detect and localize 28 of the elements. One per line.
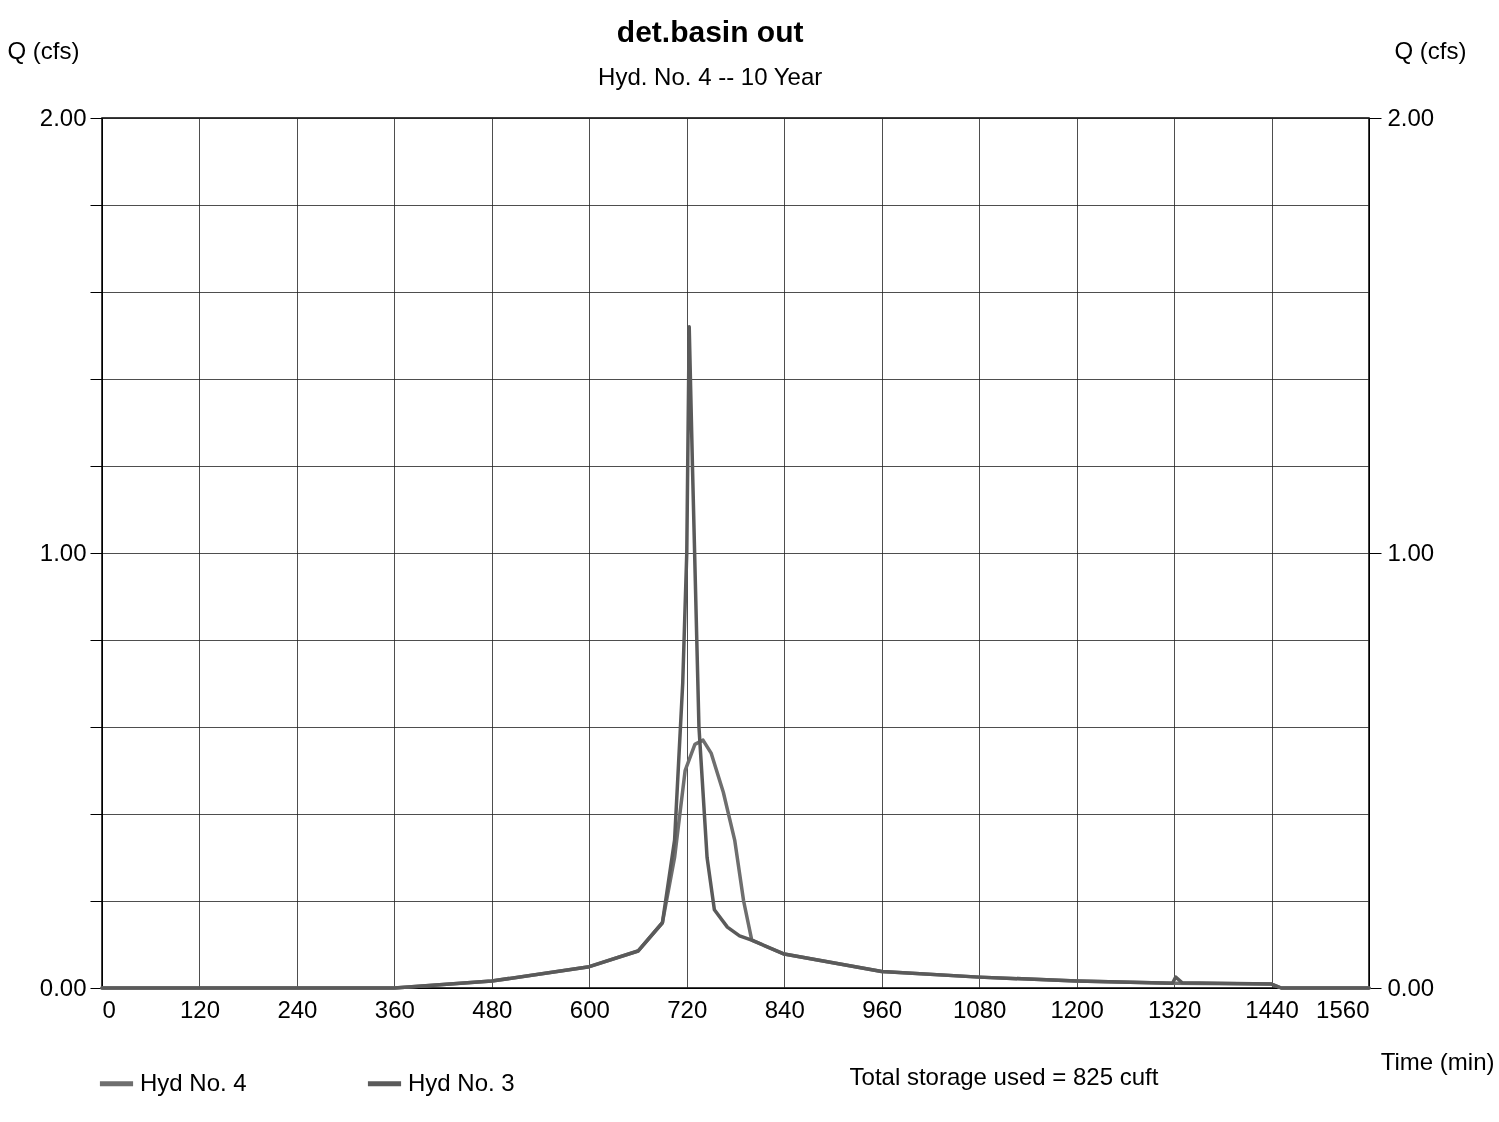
y-axis-title: Q (cfs) [7,36,80,64]
x-tick-label: 360 [374,995,415,1023]
x-tick-label: 1080 [952,995,1007,1023]
text: Total storage used = 825 cuft [849,1063,1159,1090]
y2-tick-label: 1.00 [1387,538,1435,566]
y-tick-label: 1.00 [39,538,87,566]
y-tick-label: 2.00 [39,103,87,131]
x-tick-label: 600 [569,995,610,1023]
legend-label: Hyd No. 3 [408,1068,515,1096]
x-tick-label: 1320 [1147,995,1202,1023]
x-tick-label: 1440 [1245,995,1299,1023]
x-tick-label: 120 [179,995,220,1023]
y2-tick-label: 2.00 [1387,103,1435,131]
x-tick-label: 1200 [1050,995,1104,1023]
x-tick-label: 240 [277,995,318,1023]
x-tick-label: 840 [764,995,805,1023]
x-tick-label: 0 [102,995,116,1023]
x-tick-label: 720 [667,995,708,1023]
y2-axis-title: Q (cfs) [1394,36,1467,64]
y2-tick-label: 0.00 [1387,973,1435,1001]
x-axis-title: Time (min) [1380,1047,1495,1075]
chart-subtitle: Hyd. No. 4 -- 10 Year [598,63,823,90]
x-tick-label: 960 [862,995,903,1023]
x-tick-label: 1560 [1316,995,1370,1023]
y-tick-label: 0.00 [39,973,87,1001]
x-tick-label: 480 [472,995,513,1023]
chart-title: det.basin out [616,15,804,48]
legend-label: Hyd No. 4 [140,1068,247,1096]
